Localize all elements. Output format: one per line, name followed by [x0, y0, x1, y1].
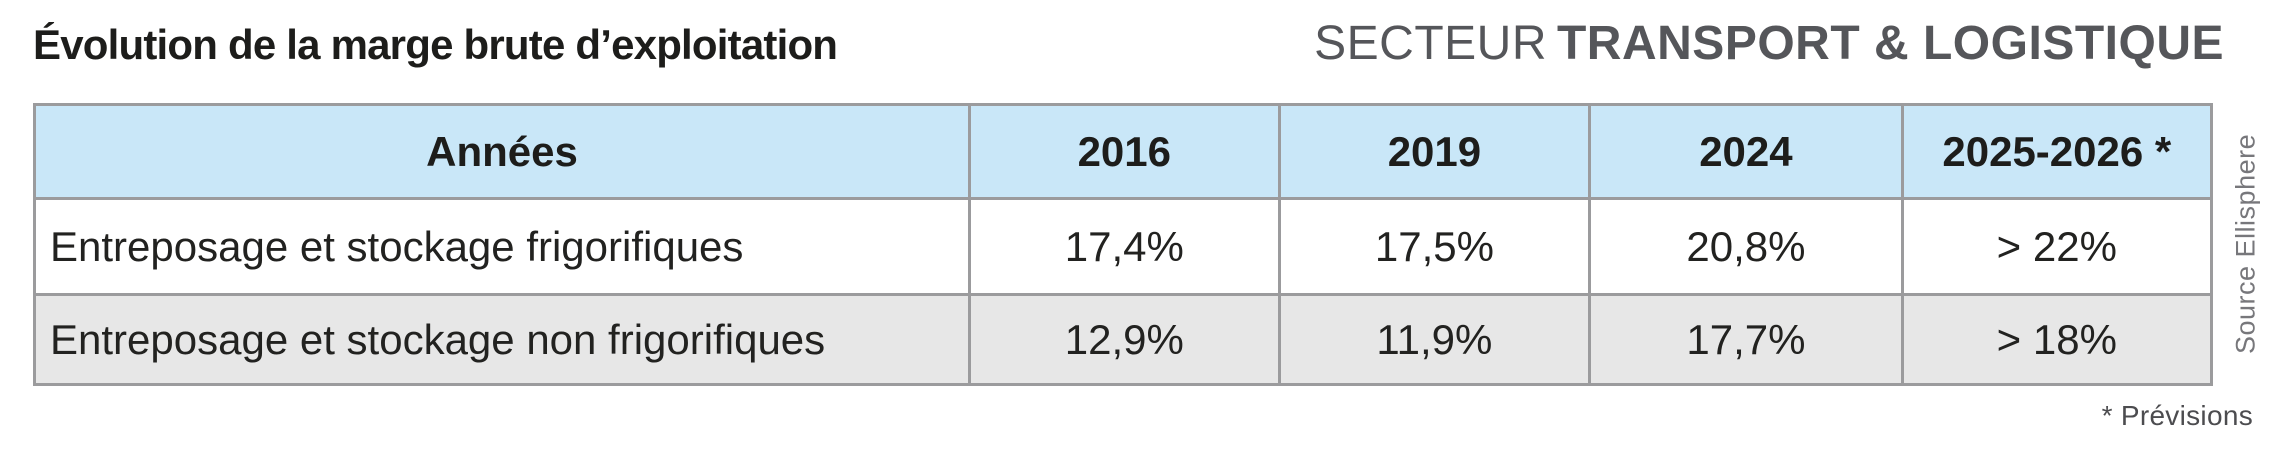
- value-cell: 17,7%: [1588, 293, 1904, 386]
- table-row: Entreposage et stockage frigorifiques 17…: [32, 197, 2214, 296]
- table-header-row: Années 2016 2019 2024 2025-2026 *: [32, 103, 2214, 200]
- column-header-2025-2026: 2025-2026 *: [1900, 103, 2214, 200]
- footnote: * Prévisions: [2101, 400, 2253, 431]
- value-cell: > 22%: [1900, 197, 2214, 296]
- value-cell: 11,9%: [1277, 293, 1592, 386]
- value-cell: 17,5%: [1277, 197, 1592, 296]
- sector-name: TRANSPORT & LOGISTIQUE: [1556, 17, 2224, 70]
- value-cell: 12,9%: [968, 293, 1281, 386]
- page-title: Évolution de la marge brute d’exploitati…: [33, 21, 838, 68]
- value-cell: 17,4%: [968, 197, 1281, 296]
- column-header-2019: 2019: [1277, 103, 1592, 200]
- sector-prefix: SECTEUR: [1314, 17, 1547, 70]
- source-label: Source Ellisphere: [2230, 133, 2261, 355]
- header: Évolution de la marge brute d’exploitati…: [33, 16, 2224, 71]
- table-row: Entreposage et stockage non frigorifique…: [32, 293, 2214, 386]
- row-label-frigorifiques: Entreposage et stockage frigorifiques: [32, 197, 972, 296]
- column-header-2024: 2024: [1588, 103, 1904, 200]
- row-label-non-frigorifiques: Entreposage et stockage non frigorifique…: [32, 293, 972, 386]
- value-cell: 20,8%: [1588, 197, 1904, 296]
- column-header-annees: Années: [32, 103, 972, 200]
- value-cell: > 18%: [1900, 293, 2214, 386]
- margin-table: Années 2016 2019 2024 2025-2026 * Entrep…: [32, 103, 2214, 386]
- column-header-2016: 2016: [968, 103, 1281, 200]
- sector-label: SECTEUR TRANSPORT & LOGISTIQUE: [1314, 16, 2224, 71]
